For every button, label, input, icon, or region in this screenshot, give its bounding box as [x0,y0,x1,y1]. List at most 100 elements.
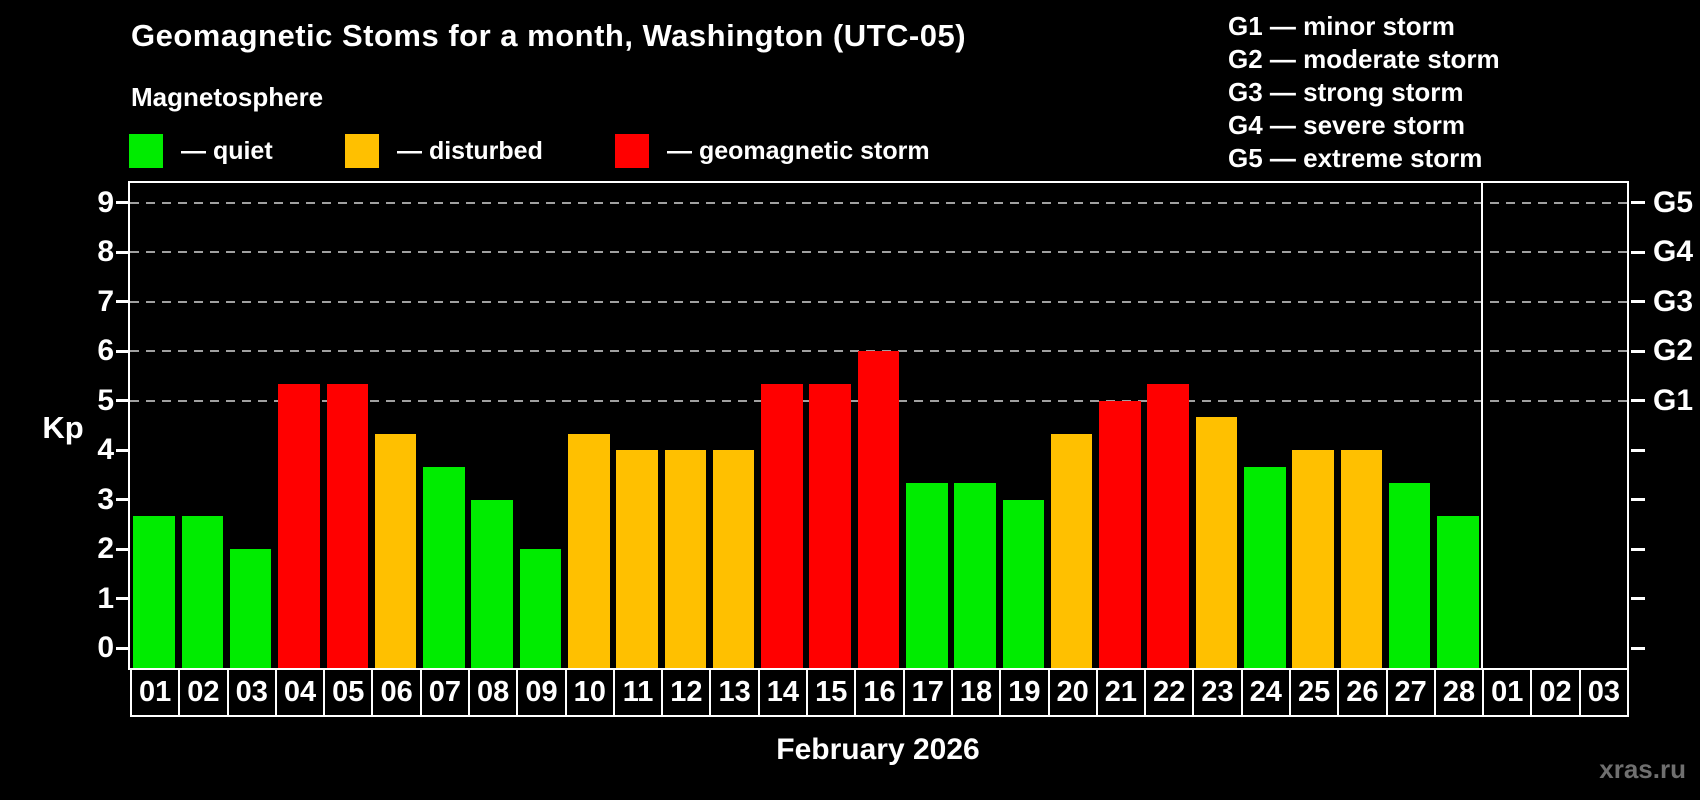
day-label-mar-03: 03 [1578,668,1629,717]
storm-swatch-icon [615,134,649,168]
right-axis-label-g3: G3 [1653,284,1694,318]
day-label-feb-09: 09 [516,668,567,717]
left-tick-9 [116,201,130,205]
day-label-feb-23: 23 [1192,668,1243,717]
y-tick-label-3: 3 [97,482,114,516]
legend-item-disturbed: — disturbed [345,134,543,168]
day-label-feb-01: 01 [130,668,181,717]
right-tick-6 [1631,349,1645,353]
g-legend-line-g1: G1 — minor storm [1228,11,1455,41]
bar-day-13 [712,450,755,668]
day-label-feb-15: 15 [806,668,857,717]
g-legend-line-g5: G5 — extreme storm [1228,143,1483,173]
right-tick-7 [1631,300,1645,304]
bar-day-15 [809,384,851,668]
bar-day-25 [1292,450,1334,668]
chart-title: Geomagnetic Stoms for a month, Washingto… [131,18,967,53]
y-tick-label-1: 1 [97,581,114,615]
y-tick-label-6: 6 [97,334,114,368]
gridline-kp8 [130,251,1627,254]
bar-day-06 [374,433,417,668]
left-tick-4 [116,448,130,452]
right-axis-label-g4: G4 [1653,235,1694,269]
bar-day-22 [1147,384,1189,668]
left-tick-0 [116,646,130,650]
legend-label-storm: — geomagnetic storm [667,137,930,165]
right-tick-3 [1631,498,1645,502]
bar-day-24 [1244,466,1286,668]
y-tick-label-8: 8 [97,235,114,269]
x-axis-label: February 2026 [776,733,980,766]
day-label-feb-08: 08 [468,668,519,717]
day-label-feb-18: 18 [950,668,1002,717]
legend-label-quiet: — quiet [181,137,273,165]
y-tick-label-0: 0 [97,631,114,665]
y-tick-label-4: 4 [97,433,114,467]
bar-day-14 [761,384,803,668]
right-tick-2 [1631,547,1645,551]
day-label-mar-01: 01 [1482,668,1533,717]
right-tick-4 [1631,448,1645,452]
plot-area [128,181,1629,670]
day-label-feb-26: 26 [1337,668,1388,717]
bar-day-20 [1050,433,1093,668]
legend-label-disturbed: — disturbed [397,137,543,165]
bar-day-21 [1099,400,1141,668]
left-tick-6 [116,349,130,353]
left-tick-8 [116,250,130,254]
g-scale-legend: G1 — minor storm G2 — moderate storm G3 … [1228,10,1500,175]
right-tick-9 [1631,201,1645,205]
bar-day-01 [133,516,175,668]
day-label-feb-16: 16 [854,668,905,717]
bar-day-07 [423,466,465,668]
bar-day-17 [906,483,948,668]
day-label-feb-22: 22 [1144,668,1195,717]
day-label-feb-20: 20 [1047,668,1098,717]
day-label-feb-06: 06 [371,668,422,717]
day-label-feb-21: 21 [1095,668,1147,717]
day-label-feb-07: 07 [419,668,471,717]
right-tick-5 [1631,399,1645,403]
bar-day-05 [326,384,369,668]
y-tick-label-2: 2 [97,532,114,566]
bar-day-11 [616,450,658,668]
bar-day-28 [1437,516,1479,668]
right-tick-1 [1631,597,1645,601]
day-label-feb-03: 03 [226,668,277,717]
right-tick-0 [1631,646,1645,650]
y-axis-label: Kp [42,410,84,445]
left-tick-3 [116,498,130,502]
left-tick-2 [116,547,130,551]
bar-day-18 [954,483,996,668]
y-tick-label-7: 7 [97,284,114,318]
day-label-feb-27: 27 [1385,668,1436,717]
bar-day-08 [471,499,513,668]
bar-day-02 [181,516,224,668]
bar-day-26 [1340,450,1383,668]
day-label-mar-02: 02 [1530,668,1581,717]
day-label-feb-17: 17 [902,668,953,717]
day-label-feb-19: 19 [999,668,1050,717]
y-tick-label-5: 5 [97,383,114,417]
bar-day-27 [1388,483,1431,668]
day-label-feb-13: 13 [709,668,760,717]
month-separator-line [1481,183,1484,668]
day-label-feb-10: 10 [564,668,615,717]
disturbed-swatch-icon [345,134,379,168]
day-label-feb-24: 24 [1240,668,1291,717]
y-tick-label-9: 9 [97,185,114,219]
left-tick-5 [116,399,130,403]
g-legend-line-g2: G2 — moderate storm [1228,44,1500,74]
g-legend-line-g4: G4 — severe storm [1228,110,1466,140]
bar-day-09 [519,549,562,668]
bar-day-03 [229,549,272,668]
bar-day-12 [664,450,707,668]
g-legend-line-g3: G3 — strong storm [1228,77,1464,107]
bar-day-16 [857,351,900,668]
legend-subtitle: Magnetosphere [131,82,324,112]
right-tick-8 [1631,250,1645,254]
gridline-kp9 [130,201,1627,204]
day-label-feb-12: 12 [661,668,712,717]
day-label-feb-02: 02 [178,668,229,717]
